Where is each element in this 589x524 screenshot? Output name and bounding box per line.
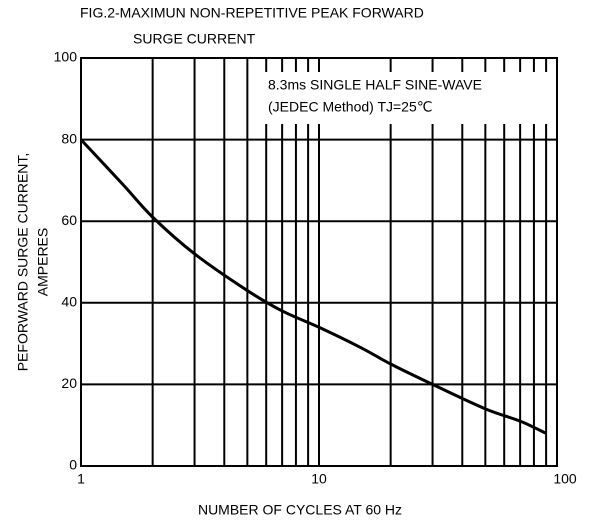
y-tick-label: 0 xyxy=(69,457,77,473)
annotation: (JEDEC Method) TJ=25℃ xyxy=(268,99,432,115)
y-tick-label: 100 xyxy=(54,49,78,65)
y-axis-label: PEFORWARD SURGE CURRENT, xyxy=(15,153,31,372)
chart-title: SURGE CURRENT xyxy=(133,31,256,47)
y-axis-label: AMPERES xyxy=(35,228,51,296)
y-tick-label: 20 xyxy=(61,375,77,391)
annotation-box xyxy=(263,72,551,124)
x-tick-label: 10 xyxy=(311,471,327,487)
y-tick-label: 60 xyxy=(61,212,77,228)
data-line xyxy=(79,138,547,435)
y-tick-label: 40 xyxy=(61,294,77,310)
plot-frame xyxy=(80,57,558,467)
y-tick-label: 80 xyxy=(61,130,77,146)
x-tick-label: 100 xyxy=(553,471,577,487)
x-tick-label: 1 xyxy=(77,471,85,487)
annotation: 8.3ms SINGLE HALF SINE-WAVE xyxy=(268,77,482,93)
chart-title: FIG.2-MAXIMUN NON-REPETITIVE PEAK FORWAR… xyxy=(80,5,424,21)
x-axis-label: NUMBER OF CYCLES AT 60 Hz xyxy=(198,502,402,518)
